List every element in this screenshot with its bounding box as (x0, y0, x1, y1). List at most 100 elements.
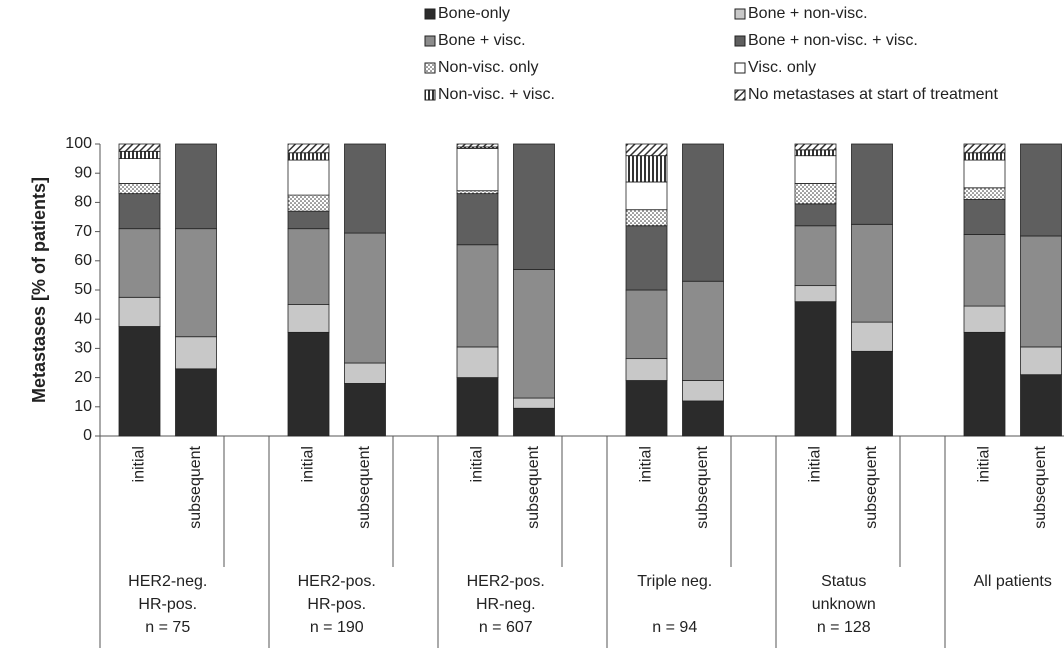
bar-segment (625, 380, 668, 437)
bar-segment (1020, 374, 1062, 437)
y-tick-label: 60 (74, 252, 92, 269)
bar-segment (287, 210, 330, 230)
bar-segment (682, 143, 724, 282)
bar-segment (344, 383, 386, 437)
bar-segment (625, 289, 668, 360)
bar-segment (456, 147, 499, 192)
y-tick-label: 0 (83, 427, 92, 444)
bar-segment (1020, 346, 1062, 376)
bar-segment (118, 158, 161, 184)
legend-label: No metastases at start of treatment (748, 86, 998, 103)
legend-swatch (734, 8, 746, 20)
bar-segment (513, 269, 555, 399)
bar-segment (794, 285, 837, 303)
legend-swatch (424, 35, 436, 47)
legend-swatch (734, 35, 746, 47)
y-tick-label: 30 (74, 340, 92, 357)
y-tick-label: 50 (74, 281, 92, 298)
bar-segment (118, 150, 161, 160)
y-tick-label: 100 (65, 135, 92, 152)
legend-label: Bone + visc. (438, 32, 526, 49)
bar-segment (851, 143, 893, 225)
legend-swatch (424, 62, 436, 74)
bar-segment (851, 350, 893, 437)
bar-segment (625, 155, 668, 183)
group-label: n = 128 (817, 619, 871, 636)
bar-segment (794, 155, 837, 184)
group-label: n = 75 (145, 619, 190, 636)
bar-segment (1020, 235, 1062, 348)
x-tick-label: initial (638, 446, 655, 482)
x-tick-label: initial (300, 446, 317, 482)
bar-segment (344, 232, 386, 364)
bar-segment (851, 223, 893, 323)
bar-segment (118, 326, 161, 437)
y-tick-label: 20 (74, 369, 92, 386)
y-tick-label: 10 (74, 398, 92, 415)
bar-segment (794, 143, 837, 151)
bar-segment (625, 143, 668, 157)
bar-segment (118, 296, 161, 327)
bar-segment (963, 159, 1006, 189)
x-tick-label: subsequent (694, 445, 711, 528)
legend-label: Non-visc. only (438, 59, 538, 76)
bar-segment (456, 143, 499, 148)
bar-segment (682, 400, 724, 437)
legend-label: Visc. only (748, 59, 816, 76)
bar-segment (963, 305, 1006, 333)
legend-swatch (424, 8, 436, 20)
legend-label: Bone-only (438, 5, 510, 22)
bar-segment (625, 181, 668, 211)
y-tick-label: 70 (74, 223, 92, 240)
bar-segment (513, 397, 555, 409)
group-label: n = 94 (652, 619, 697, 636)
legend-swatch (734, 62, 746, 74)
group-label: HER2-pos. (298, 573, 376, 590)
group-label: All patients (974, 573, 1052, 590)
bar-segment (625, 225, 668, 291)
bar-segment (794, 149, 837, 157)
legend-label: Bone + non-visc. + visc. (748, 32, 918, 49)
bar-segment (682, 380, 724, 402)
group-label: Status (821, 573, 866, 590)
bar-segment (794, 225, 837, 287)
legend-swatch (424, 89, 436, 101)
bar-segment (513, 407, 555, 437)
bar-segment (118, 193, 161, 230)
bar-segment (287, 152, 330, 161)
bar-segment (625, 209, 668, 227)
y-tick-label: 90 (74, 164, 92, 181)
legend-label: Non-visc. + visc. (438, 86, 555, 103)
bar-segment (1020, 143, 1062, 237)
group-label: HER2-pos. (467, 573, 545, 590)
bar-segment (287, 331, 330, 437)
group-label: n = 607 (479, 619, 533, 636)
group-label: unknown (812, 596, 876, 613)
x-tick-label: subsequent (356, 445, 373, 528)
bar-segment (287, 159, 330, 196)
x-tick-label: initial (469, 446, 486, 482)
x-tick-label: subsequent (1032, 445, 1049, 528)
bar-segment (118, 143, 161, 152)
bar-segment (682, 280, 724, 381)
group-label: HR-neg. (476, 596, 536, 613)
bar-segment (963, 234, 1006, 307)
x-tick-label: initial (976, 446, 993, 482)
y-tick-label: 40 (74, 310, 92, 327)
bar-segment (175, 228, 217, 338)
bar-segment (513, 143, 555, 270)
y-tick-label: 80 (74, 194, 92, 211)
group-label: Triple neg. (637, 573, 712, 590)
bar-segment (287, 304, 330, 333)
bar-segment (794, 183, 837, 205)
bar-segment (456, 193, 499, 246)
bar-segment (287, 194, 330, 212)
bar-segment (344, 143, 386, 234)
bar-segment (794, 203, 837, 227)
group-label: n = 190 (310, 619, 364, 636)
y-axis-label: Metastases [% of patients] (29, 177, 49, 403)
bar-segment (175, 143, 217, 230)
bar-segment (963, 199, 1006, 235)
legend-swatch (734, 89, 746, 101)
